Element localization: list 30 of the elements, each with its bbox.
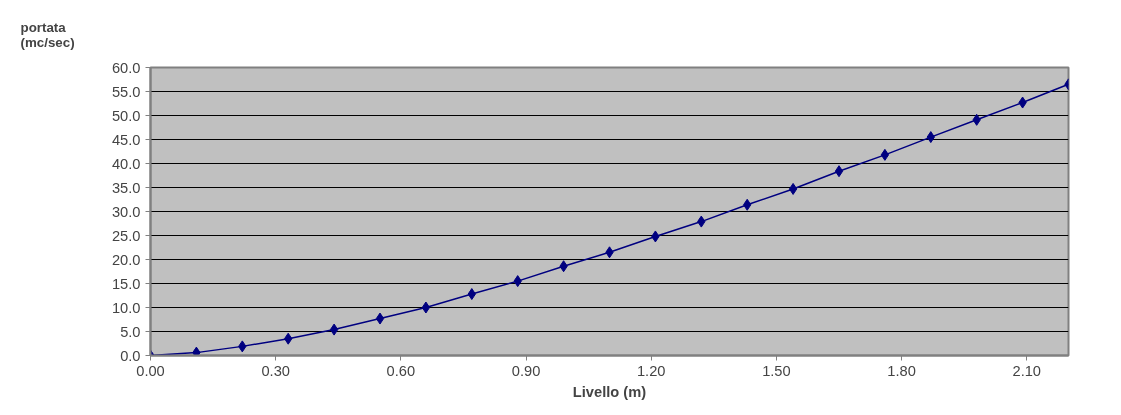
y-tick-label: 55.0 [111, 83, 141, 100]
x-tick-label: 0.90 [511, 362, 541, 379]
point [192, 346, 201, 356]
point [329, 323, 339, 336]
x-tick-label: 1.80 [887, 362, 916, 379]
point [834, 165, 844, 178]
x-tick-label: 1.20 [636, 362, 666, 379]
y-tick-label: 0.0 [120, 347, 141, 364]
y-tick-label: 60.0 [111, 59, 141, 76]
y-tick-label: 45.0 [111, 131, 141, 148]
y-tick-label: 25.0 [111, 227, 141, 244]
y-tick-label: 50.0 [111, 107, 141, 124]
y-tick-label: 20.0 [111, 251, 141, 268]
y-axis-title: portata (mc/sec) [20, 20, 75, 50]
x-tick-label: 1.50 [762, 362, 791, 379]
point [788, 182, 798, 195]
x-tick-label: 0.00 [136, 362, 165, 379]
y-tick-label: 5.0 [120, 323, 141, 340]
x-axis-title: Livello (m) [572, 383, 647, 400]
x-tick-label: 2.10 [1012, 362, 1042, 379]
y-tick-label: 15.0 [111, 275, 141, 292]
y-tick-label: 30.0 [111, 203, 141, 220]
x-tick-label: 0.30 [261, 362, 290, 379]
point [421, 301, 431, 314]
point [375, 312, 385, 325]
y-tick-label: 40.0 [111, 155, 141, 172]
y-tick-label: 35.0 [111, 179, 141, 196]
y-tick-label: 10.0 [111, 299, 141, 316]
point [880, 148, 890, 161]
x-tick-label: 0.60 [386, 362, 416, 379]
